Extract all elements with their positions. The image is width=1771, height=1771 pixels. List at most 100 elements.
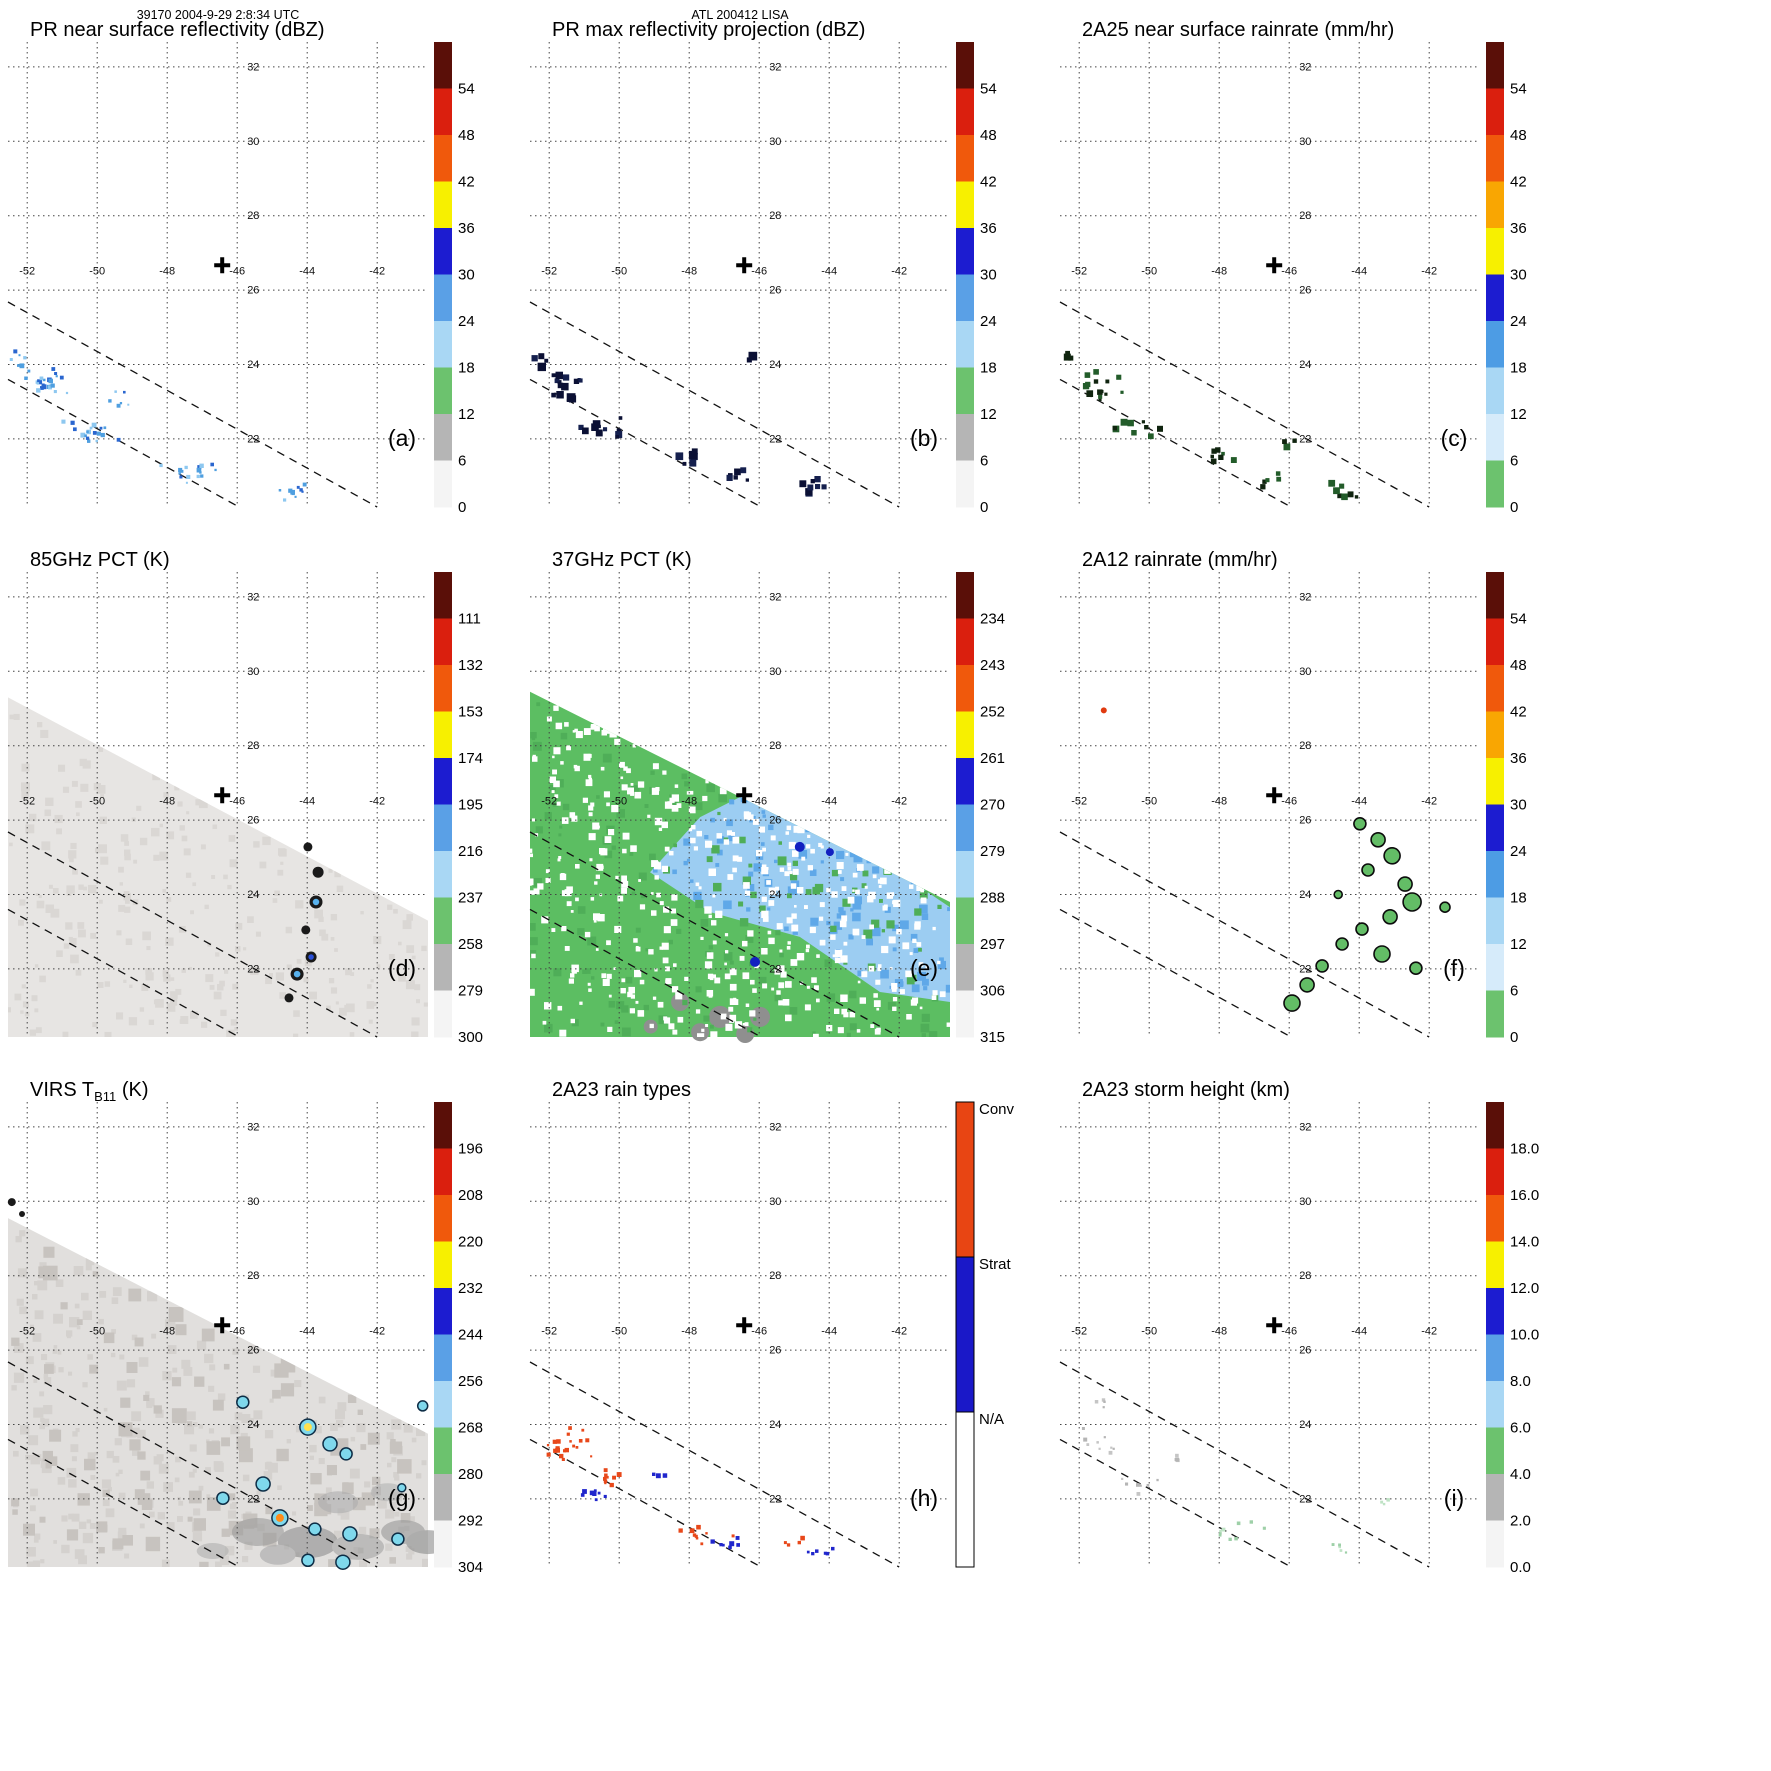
colorbar-label: 2.0	[1510, 1513, 1531, 1530]
lat-tick-label: 32	[247, 1121, 259, 1133]
lat-tick-label: 28	[247, 740, 259, 752]
lat-tick-label: 22	[769, 963, 781, 975]
colorbar-c: 54 48 42 36 30 24 18 12 6 0	[1486, 42, 1527, 516]
colorbar-label: 306	[980, 983, 1005, 1000]
colorbar-label: 12	[980, 406, 997, 423]
lon-tick-label: -42	[369, 266, 385, 278]
grid-layer: -52 -50 -48 -46 -44 -42 22 24 26 28 30 32	[1060, 572, 1480, 1037]
lat-tick-label: 28	[1299, 1270, 1311, 1282]
background-layer	[8, 1218, 450, 1567]
colorbar-label: 132	[458, 657, 483, 674]
colorbar-label: Strat	[979, 1256, 1012, 1273]
data-layer	[1063, 350, 1359, 501]
swath-edge-lines	[529, 1361, 900, 1568]
colorbar-label: 24	[1510, 843, 1527, 860]
colorbar-label: 36	[1510, 220, 1527, 237]
lon-tick-label: -44	[299, 1326, 315, 1338]
colorbar-label: 18.0	[1510, 1141, 1539, 1158]
lon-tick-label: -52	[1071, 266, 1087, 278]
colorbar-label: 30	[1510, 267, 1527, 284]
colorbar-label: 261	[980, 750, 1005, 767]
lat-tick-label: 22	[1299, 1493, 1311, 1505]
colorbar-label: Conv	[979, 1101, 1015, 1118]
data-layer	[1081, 1398, 1390, 1554]
grid-layer: -52 -50 -48 -46 -44 -42 22 24 26 28 30 32	[8, 572, 428, 1037]
lon-tick-label: -46	[1281, 266, 1297, 278]
lat-tick-label: 24	[1299, 359, 1311, 371]
lat-tick-label: 28	[1299, 210, 1311, 222]
colorbar-label: 292	[458, 1513, 483, 1530]
lat-tick-label: 28	[769, 210, 781, 222]
panel-g-map: -52 -50 -48 -46 -44 -42 22 24 26 28 30 32 (g) 196 208 2…	[7, 1102, 483, 1576]
lon-tick-label: -52	[19, 1326, 35, 1338]
lat-tick-label: 26	[1299, 285, 1311, 297]
header-storm-id: ATL 200412 LISA	[691, 8, 789, 22]
colorbar-label: 6	[1510, 983, 1518, 1000]
panel-f-title: 2A12 rainrate (mm/hr)	[1082, 549, 1278, 571]
colorbar-label: 220	[458, 1234, 483, 1251]
colorbar-label: 30	[458, 267, 475, 284]
colorbar-g: 196 208 220 232 244 256 268 280 292 304	[434, 1102, 483, 1576]
data-layer	[1100, 707, 1451, 1012]
lon-tick-label: -50	[611, 1326, 627, 1338]
colorbar-label: 8.0	[1510, 1373, 1531, 1390]
data-layer	[750, 841, 834, 967]
grid-layer: -52 -50 -48 -46 -44 -42 22 24 26 28 30 32	[1060, 1102, 1480, 1567]
swath-edge-lines	[529, 301, 900, 508]
lon-tick-label: -48	[159, 1326, 175, 1338]
colorbar-label: 48	[1510, 657, 1527, 674]
lon-tick-label: -44	[821, 796, 837, 808]
lon-tick-label: -46	[751, 266, 767, 278]
lat-tick-label: 24	[1299, 1419, 1311, 1431]
grid-layer: -52 -50 -48 -46 -44 -42 22 24 26 28 30 32	[530, 1102, 950, 1567]
colorbar-label: 315	[980, 1029, 1005, 1046]
colorbar-label: 300	[458, 1029, 483, 1046]
colorbar-label: 268	[458, 1420, 483, 1437]
colorbar-label: 30	[980, 267, 997, 284]
lon-tick-label: -50	[611, 796, 627, 808]
panel-d: 85GHz PCT (K) -52 -50 -48 -46 -44 -42 22 24 26 28 3…	[7, 548, 530, 1050]
colorbar-label: 288	[980, 890, 1005, 907]
lon-tick-label: -50	[1141, 266, 1157, 278]
swath-edge-lines	[7, 831, 378, 1038]
colorbar-label: 280	[458, 1466, 483, 1483]
colorbar-label: 0.0	[1510, 1559, 1531, 1576]
colorbar-label: 24	[1510, 313, 1527, 330]
background-layer	[8, 697, 428, 1038]
data-layer	[284, 842, 324, 1003]
colorbar-e: 234 243 252 261 270 279 288 297 306 315	[956, 572, 1005, 1046]
lat-tick-label: 22	[769, 433, 781, 445]
panel-i-map: -52 -50 -48 -46 -44 -42 22 24 26 28 30 32 (i) 18.0 16.…	[1059, 1102, 1539, 1576]
lon-tick-label: -42	[1421, 266, 1437, 278]
colorbar-label: 6	[1510, 453, 1518, 470]
colorbar-b: 54 48 42 36 30 24 18 12 6 0	[956, 42, 997, 516]
storm-center-marker	[736, 787, 753, 804]
panel-letter-a: (a)	[388, 425, 416, 451]
lon-tick-label: -46	[751, 796, 767, 808]
lat-tick-label: 30	[769, 666, 781, 678]
colorbar-label: 6.0	[1510, 1420, 1531, 1437]
panel-b-title: PR max reflectivity projection (dBZ)	[552, 19, 866, 41]
lat-tick-label: 28	[247, 210, 259, 222]
lat-tick-label: 28	[769, 740, 781, 752]
lon-tick-label: -42	[1421, 1326, 1437, 1338]
panel-letter-b: (b)	[910, 425, 938, 451]
panel-e: 37GHz PCT (K) -52 -50 -48 -46 -44 -42 22 24 26 28 3…	[529, 548, 1052, 1050]
panel-i: 2A23 storm height (km) -52 -50 -48 -46 -44 -42…	[1059, 1078, 1582, 1580]
lon-tick-label: -50	[89, 266, 105, 278]
lon-tick-label: -42	[1421, 796, 1437, 808]
lon-tick-label: -50	[1141, 796, 1157, 808]
colorbar-label: 243	[980, 657, 1005, 674]
colorbar-label: 36	[1510, 750, 1527, 767]
storm-center-marker	[736, 257, 753, 274]
storm-center-marker	[214, 257, 231, 274]
colorbar-label: 234	[980, 611, 1005, 628]
colorbar-label: 258	[458, 936, 483, 953]
lon-tick-label: -48	[681, 1326, 697, 1338]
lat-tick-label: 28	[1299, 740, 1311, 752]
panel-g-title: VIRS TB11 (K)	[30, 1079, 149, 1104]
colorbar-label: 297	[980, 936, 1005, 953]
lon-tick-label: -52	[1071, 1326, 1087, 1338]
panel-g: VIRS TB11 (K) -52 -50 -48 -46 -44 -42 22 24 26 28 3…	[7, 1078, 530, 1580]
